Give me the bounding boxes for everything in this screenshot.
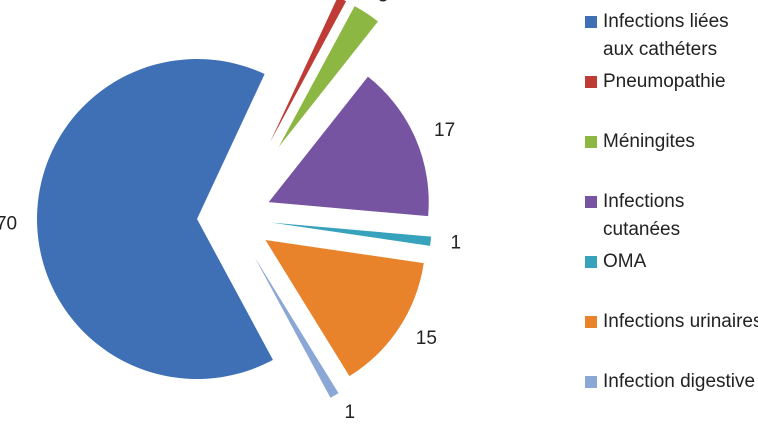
legend-label: Infections cutanées <box>603 191 685 240</box>
legend-swatch <box>585 196 597 208</box>
legend-item: Pneumopathie <box>583 68 758 96</box>
data-label: 3 <box>378 0 389 7</box>
legend-label: Infections urinaires <box>603 311 758 332</box>
legend-item: OMA <box>583 248 758 276</box>
pie-slice <box>37 59 273 380</box>
legend-swatch <box>585 376 597 388</box>
pie-slice <box>270 0 347 143</box>
pie-slice <box>265 239 424 377</box>
legend-item: Infections cutanées <box>583 188 758 244</box>
legend-swatch <box>585 256 597 268</box>
pie-slice <box>268 76 429 217</box>
data-label: 1 <box>345 402 356 423</box>
pie-slice <box>254 256 339 398</box>
legend-label: Pneumopathie <box>603 71 726 92</box>
legend-item: Infections liées aux cathéters <box>583 8 758 64</box>
legend-label: Méningites <box>603 131 695 152</box>
data-label: 70 <box>0 213 17 234</box>
legend-label: OMA <box>603 251 647 272</box>
legend-item: Méningites <box>583 128 758 156</box>
legend-label: Infection digestive <box>603 371 756 392</box>
legend-label: Infections liées aux cathéters <box>603 11 729 60</box>
data-label: 17 <box>434 120 455 141</box>
legend-item: Infection digestive <box>583 368 758 396</box>
pie-slice <box>278 6 378 147</box>
legend-item: Infections urinaires <box>583 308 758 336</box>
legend-swatch <box>585 16 597 28</box>
legend-swatch <box>585 76 597 88</box>
pie-slice <box>271 222 432 246</box>
legend-swatch <box>585 316 597 328</box>
legend-swatch <box>585 136 597 148</box>
data-label: 15 <box>416 328 437 349</box>
data-label: 1 <box>451 233 462 254</box>
